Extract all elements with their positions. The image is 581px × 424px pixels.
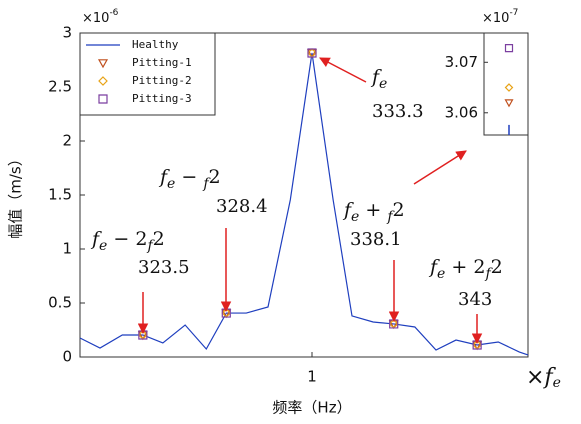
- y-tick-label: 1.5: [48, 186, 72, 204]
- y-tick-label: 3: [62, 24, 72, 42]
- annotation-freq: 333.3: [372, 101, 424, 122]
- y-tick-label: 0: [62, 348, 72, 366]
- legend-box: [79, 32, 216, 116]
- marker-square: [504, 44, 514, 53]
- label-part: e: [379, 76, 387, 92]
- y-exponent: ×10-6: [82, 8, 119, 26]
- label-part: 2: [153, 228, 165, 250]
- exp-base: ×10: [482, 11, 509, 26]
- annotation-label: fe + 2f2: [428, 256, 503, 282]
- legend-label: Healthy: [132, 38, 179, 51]
- exp-power: -7: [509, 8, 518, 18]
- label-part: +: [359, 199, 387, 221]
- label-part: e: [351, 209, 359, 225]
- label-part: + 2: [445, 256, 485, 278]
- marker-square: [307, 48, 317, 58]
- label-part: f: [342, 199, 354, 221]
- legend-swatch: [98, 94, 108, 104]
- legend-swatch: [97, 59, 109, 69]
- inset-arrow: [413, 150, 467, 185]
- y-tick-label: 1: [62, 240, 72, 258]
- label-part: f: [386, 209, 395, 225]
- inset-tick-label: 3.07: [445, 53, 478, 71]
- legend-label: Pitting-2: [132, 74, 192, 87]
- label-part: 2: [209, 166, 221, 188]
- unit-times: ×: [526, 365, 544, 390]
- annotation-freq: 323.5: [138, 257, 190, 278]
- y-tick-label: 2: [62, 132, 72, 150]
- label-part: − 2: [107, 228, 147, 250]
- label-part: f: [428, 256, 440, 278]
- annotation-freq: 338.1: [350, 229, 402, 250]
- annotation-label: fe − 2f2: [90, 228, 165, 254]
- inset-exponent: ×10-7: [482, 8, 518, 26]
- y-axis-label: 幅值（m/s）: [7, 151, 25, 238]
- marker-triangle: [504, 99, 514, 108]
- x-unit: ×fe: [526, 365, 561, 391]
- label-part: f: [90, 228, 102, 250]
- label-part: e: [437, 266, 445, 282]
- legend-swatch: [98, 76, 108, 86]
- exp-power: -6: [109, 8, 118, 18]
- label-part: f: [484, 266, 493, 282]
- x-tick-label: 1: [307, 368, 317, 386]
- y-tick-label: 2.5: [48, 78, 72, 96]
- label-part: 2: [393, 199, 405, 221]
- label-part: e: [99, 238, 107, 254]
- annotation-freq: 328.4: [216, 196, 268, 217]
- label-part: e: [167, 176, 175, 192]
- legend-label: Pitting-1: [132, 56, 192, 69]
- annotation-arrow: [319, 57, 367, 83]
- y-tick-label: 0.5: [48, 294, 72, 312]
- annotation-freq: 343: [458, 289, 492, 310]
- exp-base: ×10: [82, 11, 109, 26]
- label-part: 2: [491, 256, 503, 278]
- inset-tick-label: 3.06: [445, 103, 478, 121]
- label-part: f: [146, 238, 155, 254]
- annotation-label: fe + f2: [342, 199, 405, 225]
- label-part: −: [175, 166, 203, 188]
- label-part: f: [202, 176, 211, 192]
- annotation-label: fe − f2: [158, 166, 221, 192]
- label-part: f: [158, 166, 170, 188]
- label-part: f: [370, 66, 382, 88]
- marker-diamond: [504, 83, 514, 92]
- x-axis-label: 频率（Hz）: [272, 399, 351, 417]
- line-series: [79, 52, 529, 356]
- annotation-label: fe: [370, 66, 387, 92]
- unit-sub: e: [553, 375, 561, 391]
- legend-label: Pitting-3: [132, 92, 192, 105]
